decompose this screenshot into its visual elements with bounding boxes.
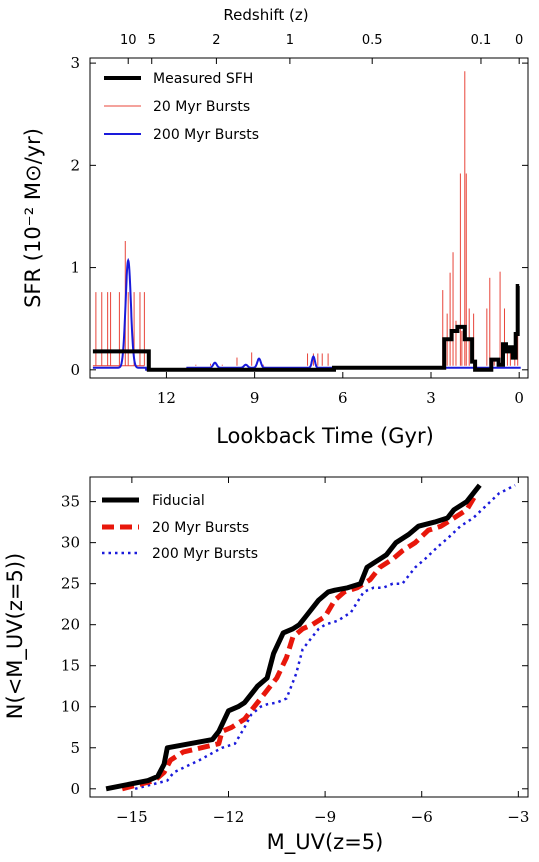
redshift-tick-label-5: 0.1: [471, 33, 492, 48]
lum-ytick-label-4: 20: [61, 616, 80, 634]
luminosity-panel: −15 −12 −9 −6 −3 0 5 10 15 20 25 30 35 M_UV(z=5) N(…: [3, 476, 529, 855]
sfh-x-axis-title: Lookback Time (Gyr): [216, 424, 434, 448]
lum-xtick-label-1: −12: [213, 808, 245, 826]
sfh-y-ticks: 0 1 2 3: [70, 54, 528, 379]
legend-label-measured: Measured SFH: [153, 71, 253, 87]
sfh-legend: Measured SFH 20 Myr Bursts 200 Myr Burst…: [104, 71, 259, 143]
lum-xtick-label-4: −3: [507, 808, 529, 826]
luminosity-axes-frame: [89, 476, 529, 798]
redshift-tick-label-1: 5: [148, 33, 156, 48]
top-axis-title: Redshift (z): [223, 6, 308, 24]
lum-ytick-label-3: 15: [61, 657, 80, 675]
luminosity-y-ticks: 0 5 10 15 20 25 30 35: [61, 493, 528, 798]
sfh-ytick-label-1: 1: [70, 259, 80, 277]
lum-ytick-label-6: 30: [61, 534, 80, 552]
legend-label-fiducial: Fiducial: [152, 493, 205, 509]
lum-xtick-label-3: −6: [411, 808, 433, 826]
lum-ytick-label-1: 5: [70, 739, 80, 757]
luminosity-x-axis-title: M_UV(z=5): [267, 830, 384, 855]
sfh-ytick-label-2: 2: [70, 156, 80, 174]
redshift-tick-label-0: 10: [120, 33, 137, 48]
sfh-ytick-label-3: 3: [70, 54, 80, 72]
sfh-ytick-label-0: 0: [70, 361, 80, 379]
sfh-x-ticks: 12 9 6 3 0: [157, 372, 524, 407]
luminosity-plot-area: [105, 483, 516, 792]
luminosity-y-axis-title: N(<M_UV(z=5)): [3, 553, 28, 719]
lum-ytick-label-2: 10: [61, 698, 80, 716]
sfh-axes-frame: [89, 57, 529, 379]
legend-label-200myr-bottom: 200 Myr Bursts: [152, 546, 258, 562]
top-axis-ticks: 10 5 2 1 0.5 0.1 0: [120, 33, 523, 64]
burst200-line: [92, 257, 521, 371]
cumulative-line-1: [121, 492, 479, 792]
lum-ytick-label-5: 25: [61, 575, 80, 593]
legend-label-200myr: 200 Myr Bursts: [153, 127, 259, 143]
sfh-xtick-label-4: 0: [514, 389, 524, 407]
redshift-tick-label-6: 0: [515, 33, 523, 48]
sfh-plot-area: [92, 71, 521, 372]
sfh-xtick-label-3: 3: [426, 389, 436, 407]
redshift-tick-label-2: 2: [212, 33, 220, 48]
sfh-xtick-label-0: 12: [157, 389, 176, 407]
legend-label-20myr: 20 Myr Bursts: [153, 99, 250, 115]
lum-ytick-label-0: 0: [70, 780, 80, 798]
luminosity-legend: Fiducial 20 Myr Bursts 200 Myr Bursts: [102, 493, 258, 562]
measured-sfh-line: [92, 284, 520, 372]
sfh-xtick-label-2: 6: [338, 389, 348, 407]
redshift-tick-label-4: 0.5: [362, 33, 383, 48]
cumulative-line-0: [105, 483, 482, 792]
sfh-y-axis-title: SFR (10⁻² M⊙/yr): [21, 128, 45, 308]
lum-xtick-label-2: −9: [314, 808, 336, 826]
redshift-tick-label-3: 1: [286, 33, 294, 48]
luminosity-x-ticks: −15 −12 −9 −6 −3: [116, 477, 529, 826]
sfh-xtick-label-1: 9: [250, 389, 260, 407]
lum-ytick-label-7: 35: [61, 493, 80, 511]
legend-label-20myr-bottom: 20 Myr Bursts: [152, 520, 249, 536]
lum-xtick-label-0: −15: [116, 808, 148, 826]
